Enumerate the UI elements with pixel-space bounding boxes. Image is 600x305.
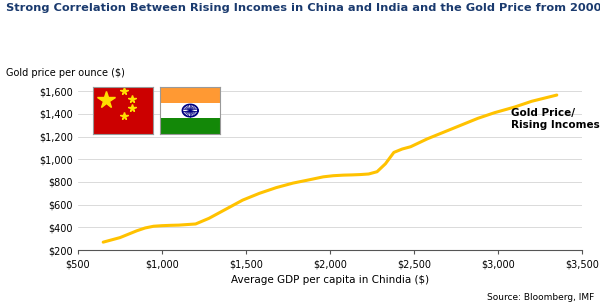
X-axis label: Average GDP per capita in Chindia ($): Average GDP per capita in Chindia ($) <box>231 275 429 285</box>
Bar <box>160 118 220 134</box>
Text: Gold Price/
Rising Incomes: Gold Price/ Rising Incomes <box>511 108 600 130</box>
Bar <box>160 103 220 118</box>
Text: Source: Bloomberg, IMF: Source: Bloomberg, IMF <box>487 293 594 302</box>
Bar <box>160 87 220 103</box>
Text: Strong Correlation Between Rising Incomes in China and India and the Gold Price : Strong Correlation Between Rising Income… <box>6 3 600 13</box>
Text: Gold price per ounce ($): Gold price per ounce ($) <box>6 68 125 78</box>
